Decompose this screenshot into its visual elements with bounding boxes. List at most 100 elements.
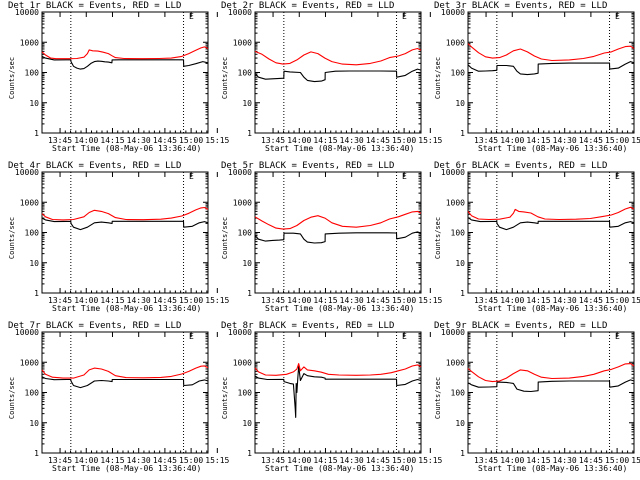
y-tick-label: 100 xyxy=(25,69,40,78)
x-tick-label: 14:30 xyxy=(340,296,364,305)
y-axis-title: Counts/sec xyxy=(434,216,443,260)
x-tick-label: 14:30 xyxy=(553,456,577,465)
y-tick-label: 10 xyxy=(29,99,39,108)
y-tick-label: 1 xyxy=(247,289,252,298)
y-tick-label: 100 xyxy=(25,389,40,398)
detector-panel-7: 1 10 100 1000 10000 13:45 14:00 14:15 14:30 14:45… xyxy=(0,320,230,480)
x-axis-title: Start Time (08-May-06 13:36:40) xyxy=(265,144,415,153)
y-tick-label: 100 xyxy=(451,389,466,398)
x-tick-label: 14:45 xyxy=(153,456,177,465)
event-marker-label: E xyxy=(615,12,620,21)
y-tick-label: 10 xyxy=(29,419,39,428)
events-series-line xyxy=(467,61,635,76)
x-tick-label: 13:45 xyxy=(48,136,72,145)
y-tick-label: 1000 xyxy=(446,38,465,47)
x-tick-label: 14:15 xyxy=(313,136,337,145)
y-tick-label: 1000 xyxy=(233,198,252,207)
y-tick-label: 1 xyxy=(460,289,465,298)
event-marker-label: E xyxy=(402,12,407,21)
x-axis-title: Start Time (08-May-06 13:36:40) xyxy=(478,144,628,153)
y-tick-label: 1000 xyxy=(233,38,252,47)
y-tick-label: 10000 xyxy=(441,328,465,337)
x-tick-label: 14:00 xyxy=(74,456,98,465)
x-tick-label: 15:00 xyxy=(605,456,629,465)
x-tick-label: 14:30 xyxy=(553,136,577,145)
panel-title: Det 3r BLACK = Events, RED = LLD xyxy=(434,1,608,11)
x-tick-label: 14:30 xyxy=(127,456,151,465)
x-tick-label: 14:45 xyxy=(579,136,603,145)
y-tick-label: 1 xyxy=(460,449,465,458)
x-tick-label: 14:45 xyxy=(153,136,177,145)
y-tick-label: 10000 xyxy=(228,328,252,337)
events-series-line xyxy=(41,217,209,231)
x-axis-title: Start Time (08-May-06 13:36:40) xyxy=(265,304,415,313)
detector-panel-2: 1 10 100 1000 10000 13:45 14:00 14:15 14:30 14:45… xyxy=(213,0,443,160)
x-tick-label: 14:00 xyxy=(287,296,311,305)
x-tick-label: 14:30 xyxy=(127,136,151,145)
event-marker-label: E xyxy=(402,332,407,341)
event-marker-label: E xyxy=(189,332,194,341)
detector-panel-5: 1 10 100 1000 10000 13:45 14:00 14:15 14:30 14:45… xyxy=(213,160,443,320)
panel-title: Det 2r BLACK = Events, RED = LLD xyxy=(221,1,395,11)
detector-panel-1: 1 10 100 1000 10000 13:45 14:00 14:15 14:30 14:45… xyxy=(0,0,230,160)
y-tick-label: 10000 xyxy=(15,168,39,177)
y-tick-label: 10 xyxy=(242,419,252,428)
y-tick-label: 1 xyxy=(34,289,39,298)
y-axis-title: Counts/sec xyxy=(434,376,443,420)
x-tick-label: 14:45 xyxy=(366,456,390,465)
x-tick-label: 14:45 xyxy=(153,296,177,305)
event-marker-label: E xyxy=(189,12,194,21)
lld-series-line xyxy=(41,365,209,379)
x-tick-label: 15:00 xyxy=(179,456,203,465)
y-tick-label: 10 xyxy=(29,259,39,268)
y-tick-label: 10 xyxy=(455,419,465,428)
x-tick-label: 14:00 xyxy=(74,296,98,305)
x-tick-label: 14:30 xyxy=(340,456,364,465)
y-tick-label: 1000 xyxy=(446,358,465,367)
y-axis-title: Counts/sec xyxy=(8,216,17,260)
x-tick-label: 14:15 xyxy=(100,136,124,145)
x-tick-label: 15:15 xyxy=(631,296,640,305)
event-marker-label: E xyxy=(189,172,194,181)
y-tick-label: 1000 xyxy=(20,38,39,47)
y-axis-title: Counts/sec xyxy=(221,216,230,260)
x-tick-label: 15:00 xyxy=(605,296,629,305)
x-axis-title: Start Time (08-May-06 13:36:40) xyxy=(52,464,202,473)
x-tick-label: 15:15 xyxy=(418,456,442,465)
y-tick-label: 1000 xyxy=(446,198,465,207)
x-tick-label: 14:30 xyxy=(553,296,577,305)
events-series-line xyxy=(41,376,209,389)
events-series-line xyxy=(41,55,209,70)
y-tick-label: 10 xyxy=(455,99,465,108)
detector-panel-4: 1 10 100 1000 10000 13:45 14:00 14:15 14:30 14:45… xyxy=(0,160,230,320)
x-tick-label: 14:45 xyxy=(579,296,603,305)
x-tick-label: 15:00 xyxy=(392,136,416,145)
x-tick-label: 14:15 xyxy=(100,456,124,465)
lld-series-line xyxy=(254,363,422,376)
detector-panel-3: 1 10 100 1000 10000 13:45 14:00 14:15 14:30 14:45… xyxy=(426,0,640,160)
y-tick-label: 1 xyxy=(34,129,39,138)
x-tick-label: 14:15 xyxy=(526,296,550,305)
x-tick-label: 14:00 xyxy=(500,456,524,465)
events-series-line xyxy=(467,217,635,231)
y-tick-label: 10 xyxy=(455,259,465,268)
x-tick-label: 15:00 xyxy=(605,136,629,145)
chart-svg: 1 10 100 1000 10000 13:45 14:00 14:15 14:30 14:45… xyxy=(441,168,640,305)
x-tick-label: 14:00 xyxy=(287,456,311,465)
x-tick-label: 15:15 xyxy=(418,136,442,145)
x-tick-label: 13:45 xyxy=(48,296,72,305)
x-tick-label: 15:00 xyxy=(179,296,203,305)
x-tick-label: 15:15 xyxy=(418,296,442,305)
x-tick-label: 14:00 xyxy=(500,296,524,305)
x-tick-label: 15:15 xyxy=(631,456,640,465)
x-tick-label: 14:00 xyxy=(287,136,311,145)
lld-series-line xyxy=(254,210,422,230)
x-tick-label: 14:45 xyxy=(366,136,390,145)
x-axis-title: Start Time (08-May-06 13:36:40) xyxy=(478,304,628,313)
panel-title: Det 1r BLACK = Events, RED = LLD xyxy=(8,1,182,11)
events-series-line xyxy=(254,365,422,418)
x-tick-label: 14:45 xyxy=(366,296,390,305)
detector-panel-6: 1 10 100 1000 10000 13:45 14:00 14:15 14:30 14:45… xyxy=(426,160,640,320)
y-tick-label: 1000 xyxy=(20,358,39,367)
chart-svg: 1 10 100 1000 10000 13:45 14:00 14:15 14:30 14:45… xyxy=(228,168,443,305)
